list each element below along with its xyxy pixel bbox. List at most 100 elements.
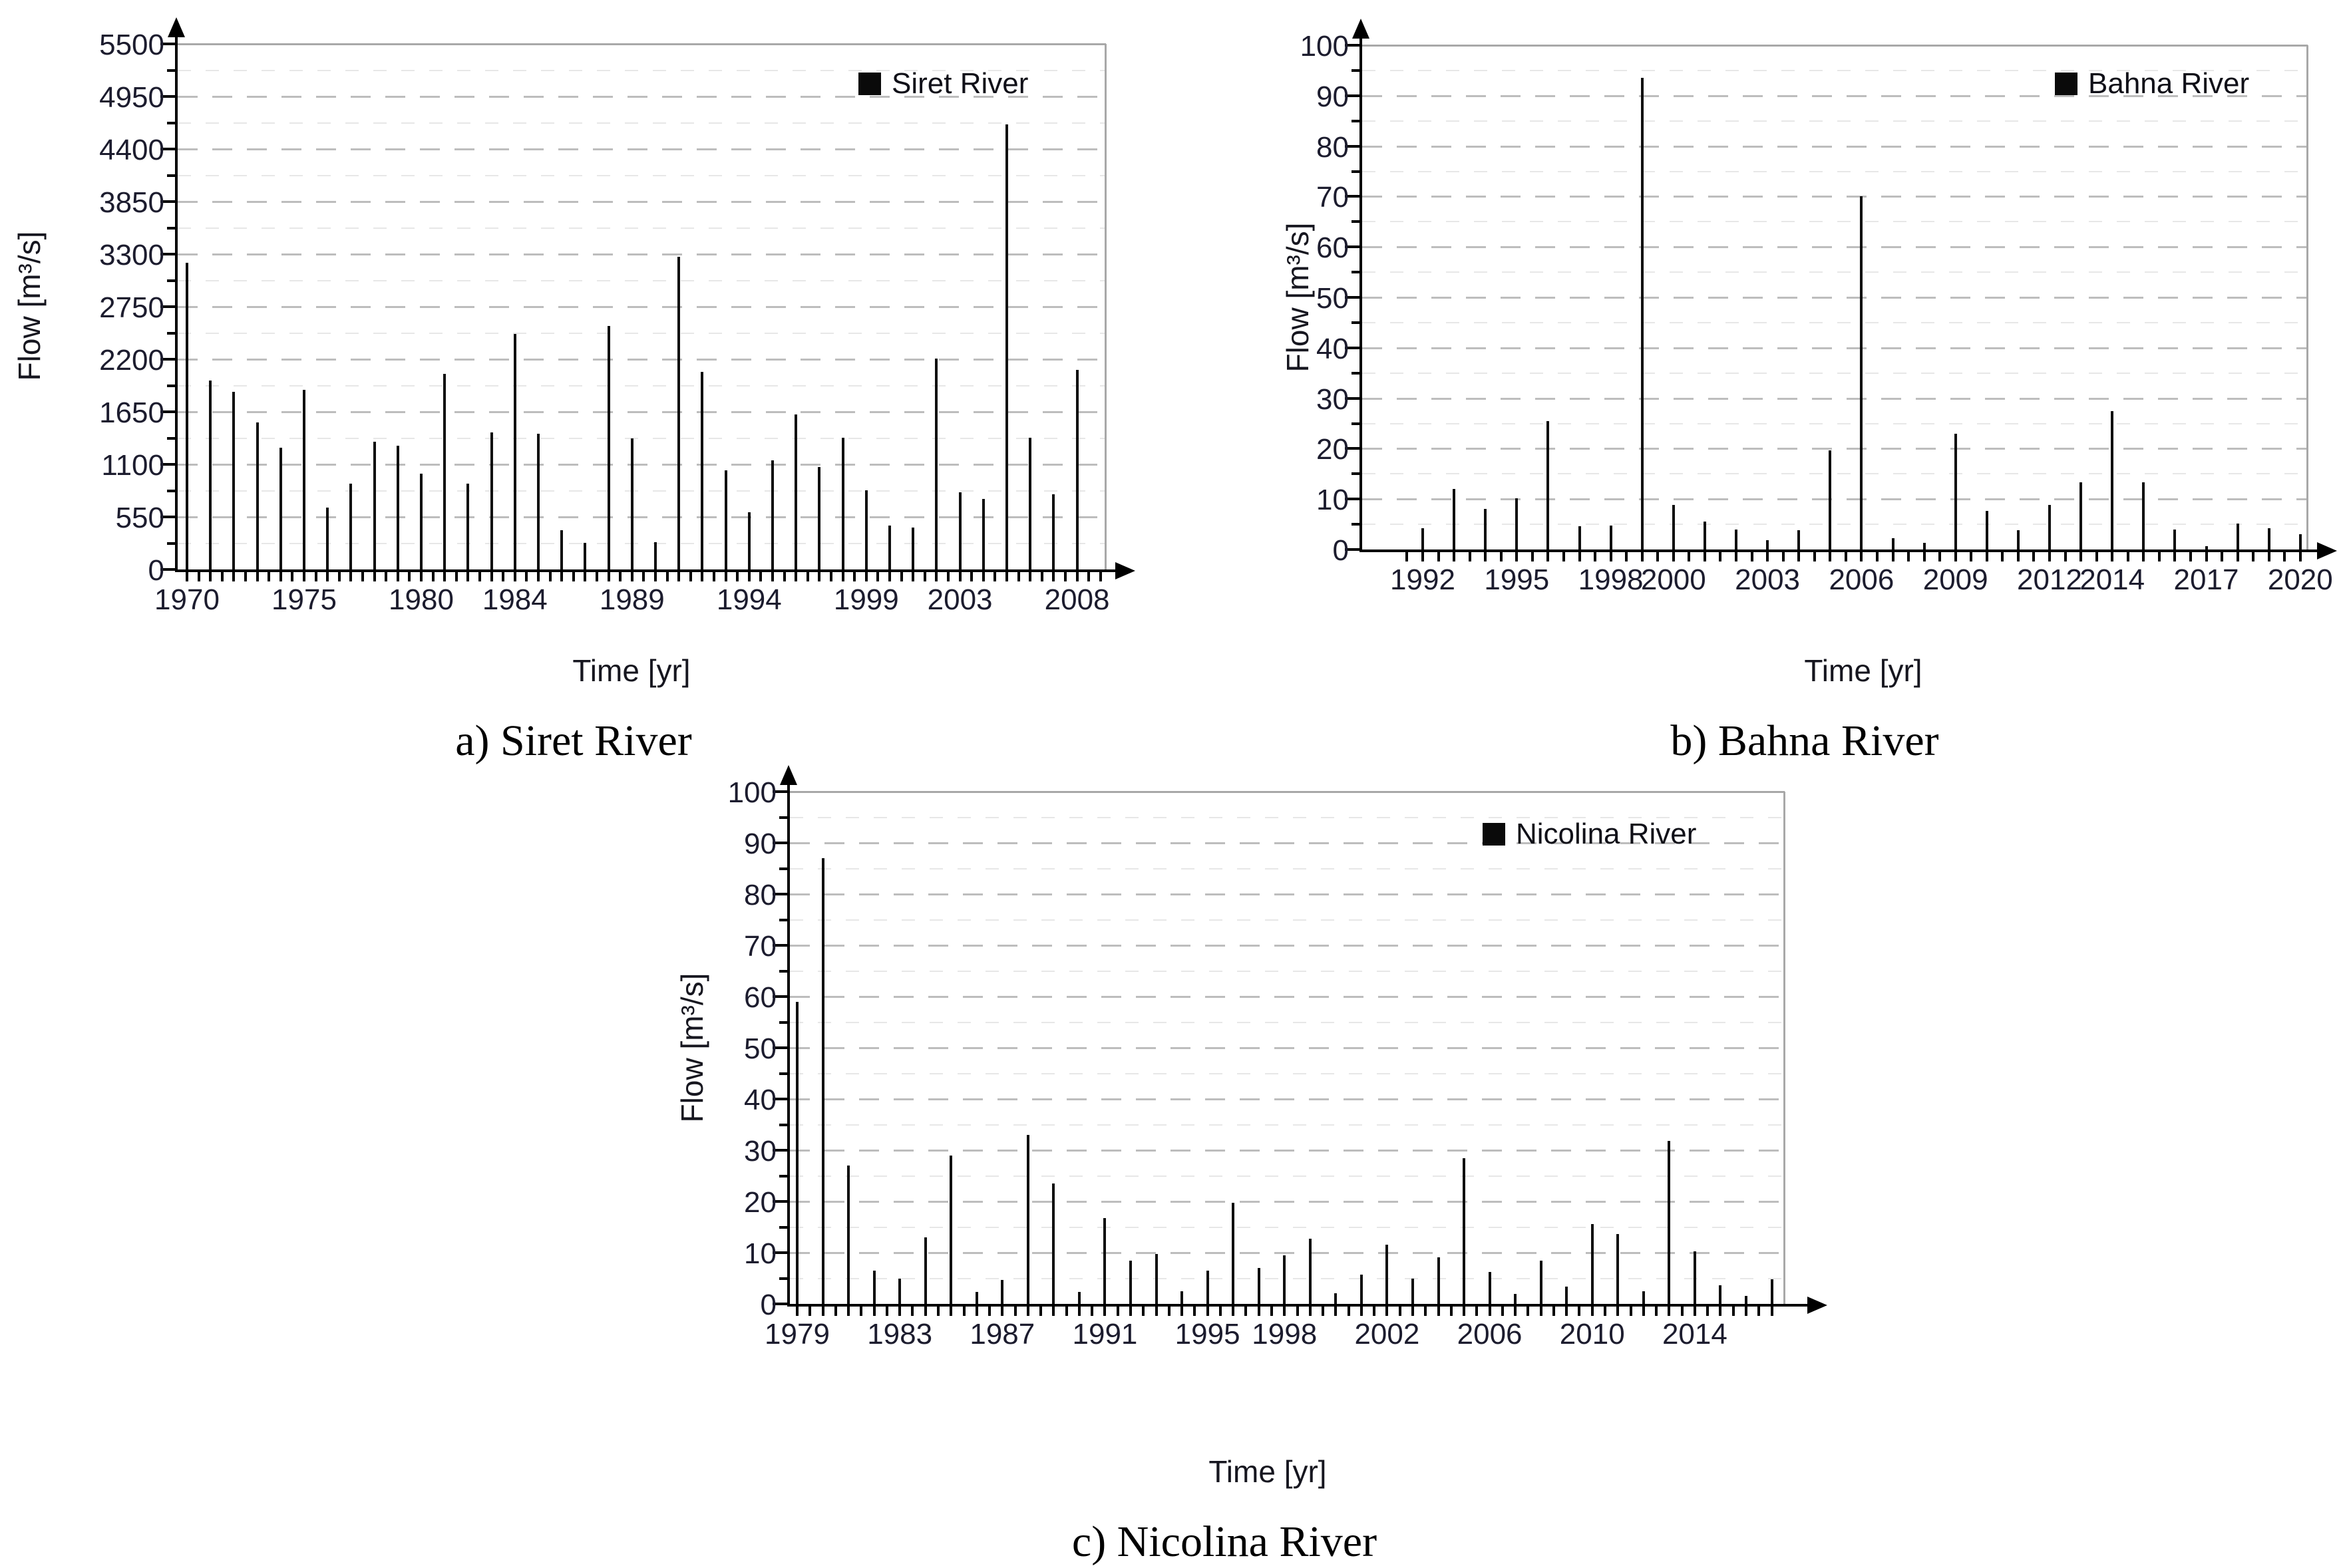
x-tick [936, 1307, 940, 1316]
bar [1463, 1158, 1466, 1304]
bar [821, 858, 824, 1304]
x-tick [821, 1307, 824, 1316]
bar [1180, 1291, 1184, 1304]
x-tick [1193, 1307, 1196, 1316]
x-tick [244, 572, 247, 581]
bar [443, 373, 447, 569]
x-tick [853, 572, 856, 581]
gridline-major [1362, 498, 2306, 501]
gridline-minor [790, 919, 1783, 921]
x-tick [958, 572, 962, 581]
x-tick-label: 2006 [1829, 563, 1894, 596]
x-tick [1453, 552, 1456, 561]
legend-swatch-icon [2055, 73, 2077, 95]
gridline-minor [1362, 271, 2306, 273]
x-tick [713, 572, 715, 581]
y-tick [1345, 245, 1361, 249]
y-tick-label: 30 [744, 1135, 777, 1168]
bar [654, 542, 657, 569]
y-tick [1345, 346, 1361, 349]
gridline-major [178, 253, 1105, 255]
x-tick [1629, 1307, 1632, 1316]
y-axis-arrow-icon [1352, 19, 1369, 39]
y-tick-minor [779, 1123, 789, 1126]
bar [2142, 482, 2145, 549]
x-tick [1064, 572, 1067, 581]
x-tick [1052, 1307, 1055, 1316]
gridline-major [178, 96, 1105, 98]
x-tick-label: 2008 [1044, 583, 1110, 616]
gridline-minor [178, 122, 1105, 124]
bar [1891, 538, 1894, 549]
x-tick [1129, 1307, 1133, 1316]
y-axis-arrow-icon [168, 17, 185, 37]
x-tick [1359, 1307, 1363, 1316]
bar [2079, 482, 2083, 549]
bar [958, 492, 962, 569]
bar [724, 470, 727, 569]
x-tick [584, 572, 587, 581]
bar [1005, 124, 1008, 569]
chart-siret-legend: Siret River [858, 69, 1028, 98]
bar [898, 1278, 902, 1304]
gridline-minor [790, 1226, 1783, 1228]
gridline-major [1362, 94, 2306, 97]
plot-frame-right [2306, 45, 2308, 549]
y-tick-minor [779, 1020, 789, 1024]
gridline-major [1362, 246, 2306, 249]
x-tick [1005, 572, 1008, 581]
x-tick [947, 572, 950, 581]
x-tick [1488, 1307, 1491, 1316]
y-tick-label: 100 [727, 776, 777, 809]
x-tick [303, 572, 305, 581]
legend-label: Siret River [892, 67, 1029, 100]
y-tick-minor [167, 174, 176, 177]
x-tick [1590, 1307, 1594, 1316]
x-tick [1099, 572, 1102, 581]
x-tick [420, 572, 423, 581]
x-tick [860, 1307, 863, 1316]
x-tick [642, 572, 645, 581]
x-tick [596, 572, 598, 581]
x-tick [806, 572, 809, 581]
y-tick [160, 358, 176, 361]
gridline-minor [178, 490, 1105, 492]
y-tick [773, 790, 789, 793]
x-tick [1424, 1307, 1427, 1316]
y-tick-label: 60 [1316, 232, 1349, 265]
y-tick-minor [1351, 271, 1361, 274]
x-tick [1907, 552, 1910, 561]
x-tick [1625, 552, 1628, 561]
gridline-major [790, 945, 1783, 947]
x-tick-label: 1987 [970, 1318, 1035, 1350]
x-tick [2048, 552, 2051, 561]
x-tick [759, 572, 763, 581]
x-tick [864, 572, 868, 581]
y-tick-minor [1351, 170, 1361, 173]
x-tick [1405, 552, 1409, 561]
y-tick-label: 2750 [99, 291, 164, 324]
gridline-minor [178, 227, 1105, 229]
x-tick-label: 2012 [2017, 563, 2082, 596]
x-tick-label: 1975 [271, 583, 337, 616]
x-tick [1347, 1307, 1350, 1316]
bar [326, 507, 329, 569]
x-tick [1103, 1307, 1107, 1316]
x-tick-label: 1970 [154, 583, 220, 616]
gridline-minor [790, 867, 1783, 869]
bar [1334, 1293, 1338, 1304]
x-tick [1013, 1307, 1017, 1316]
y-tick [1345, 447, 1361, 450]
x-tick [1437, 552, 1440, 561]
y-tick [773, 893, 789, 895]
y-tick-minor [167, 384, 176, 387]
gridline-major [790, 996, 1783, 998]
x-tick [1844, 552, 1847, 561]
gridline-major [790, 1047, 1783, 1049]
x-tick [771, 572, 774, 581]
gridline-minor [178, 279, 1105, 281]
legend-swatch-icon [858, 73, 881, 95]
x-tick [256, 572, 259, 581]
y-tick-minor [1351, 69, 1361, 72]
bar [1668, 1141, 1671, 1304]
